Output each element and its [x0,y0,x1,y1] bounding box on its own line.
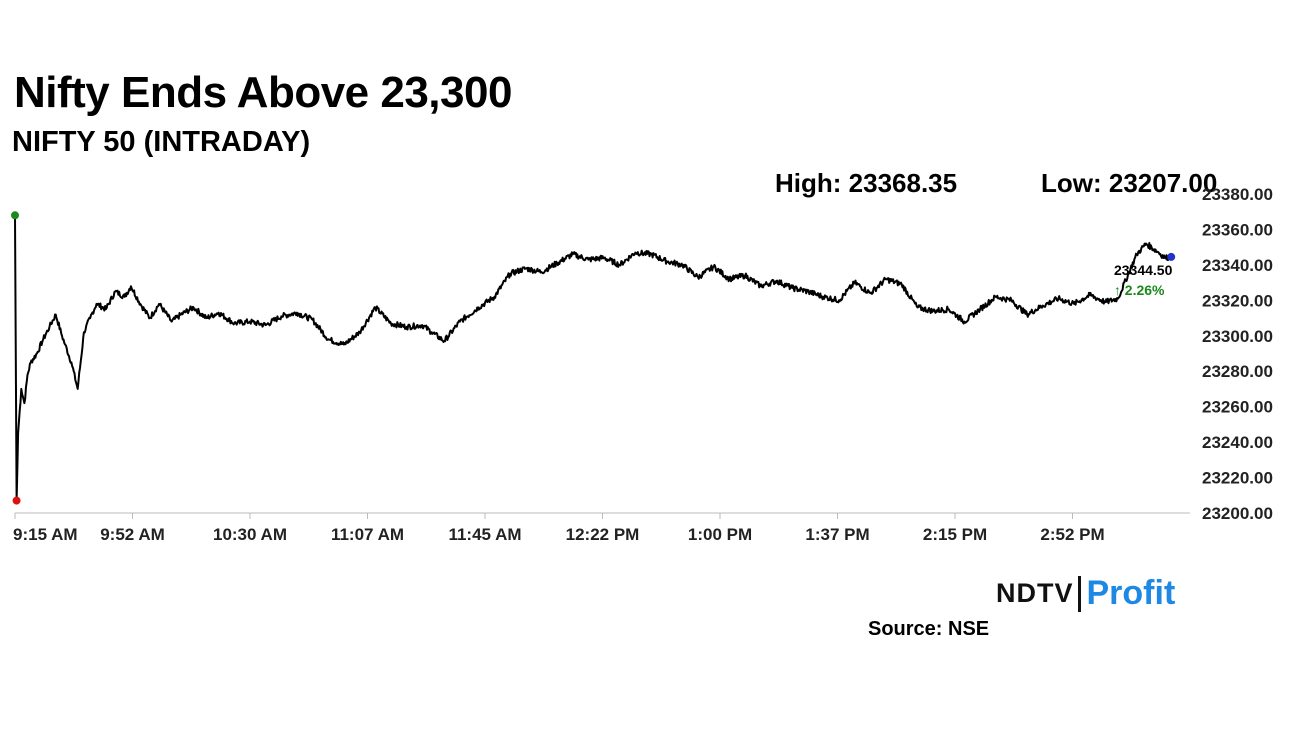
change-label: ↑ 2.26% [1114,282,1165,298]
x-tick-label: 2:52 PM [1040,525,1104,544]
y-tick-label: 23380.00 [1202,185,1273,204]
logo-ndtv-text: NDTV [996,578,1074,608]
last-value-label: 23344.50 [1114,262,1173,278]
low-label: Low: 23207.00 [1041,168,1218,198]
y-tick-label: 23260.00 [1202,398,1273,417]
x-tick-label: 9:52 AM [100,525,165,544]
x-tick-label: 10:30 AM [213,525,287,544]
last-value-marker [1167,252,1176,261]
x-tick-label: 1:00 PM [688,525,752,544]
price-line [14,215,1173,502]
source-note: Source: NSE [868,618,990,640]
x-tick-label: 12:22 PM [566,525,640,544]
x-tick-label: 11:45 AM [448,525,521,544]
y-tick-label: 23360.00 [1202,220,1273,239]
x-tick-label: 2:15 PM [923,525,987,544]
y-tick-label: 23340.00 [1202,256,1273,275]
x-tick-label: 9:15 AM [13,525,78,544]
grid-layer [15,512,1190,514]
y-tick-label: 23300.00 [1202,327,1273,346]
high-marker [11,211,19,220]
y-tick-label: 23200.00 [1202,504,1273,523]
y-tick-label: 23220.00 [1202,469,1273,488]
y-axis: 23200.00 23220.00 23240.00 23260.00 23280.00… [1202,185,1273,523]
ndtv-profit-logo: NDTV Profit [996,574,1175,614]
logo-divider [1077,575,1081,612]
chart-title: Nifty Ends Above 23,300 [14,68,512,117]
x-axis: 9:15 AM 9:52 AM 10:30 AM 11:07 AM 11:45 AM 12… [13,513,1105,544]
x-tick-label: 1:37 PM [805,525,869,544]
y-tick-label: 23240.00 [1202,433,1273,452]
chart-subtitle: NIFTY 50 (INTRADAY) [12,126,311,158]
high-label: High: 23368.35 [775,168,958,198]
x-tick-label: 11:07 AM [331,525,404,544]
low-marker [12,496,21,505]
y-tick-label: 23280.00 [1202,362,1273,381]
logo-profit-text: Profit [1086,574,1176,612]
y-tick-label: 23320.00 [1202,291,1273,310]
